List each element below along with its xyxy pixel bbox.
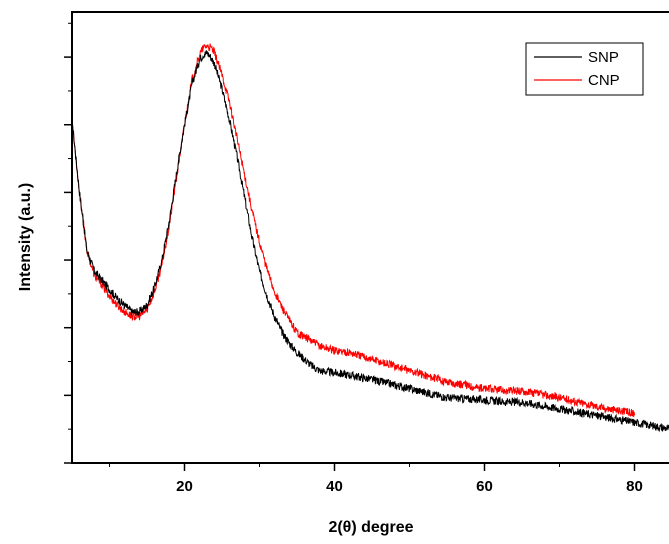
major-ticks <box>64 56 636 471</box>
series-layer <box>72 43 669 433</box>
x-tick-label: 80 <box>626 478 643 495</box>
x-tick-labels: 20 40 60 80 <box>176 478 643 495</box>
y-axis-title: Intensity (a.u.) <box>17 183 34 291</box>
x-axis-title: 2(θ) degree <box>328 519 413 536</box>
legend-label-snp: SNP <box>588 49 619 66</box>
legend: SNP CNP <box>525 42 644 96</box>
x-tick-label: 60 <box>476 478 493 495</box>
series-line-cnp <box>72 43 635 418</box>
x-tick-label: 20 <box>176 478 193 495</box>
plot-frame <box>71 11 669 464</box>
x-tick-label: 40 <box>326 478 343 495</box>
legend-box <box>525 42 644 96</box>
legend-label-cnp: CNP <box>588 72 620 89</box>
series-line-snp <box>72 50 669 433</box>
